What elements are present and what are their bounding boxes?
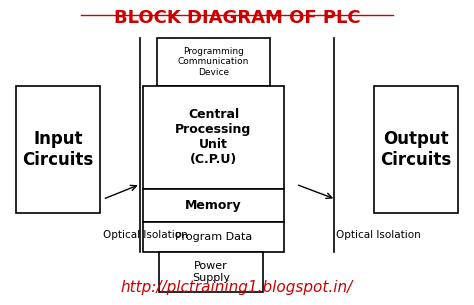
Text: BLOCK DIAGRAM OF PLC: BLOCK DIAGRAM OF PLC bbox=[114, 9, 360, 27]
FancyBboxPatch shape bbox=[159, 252, 263, 292]
Text: Optical Isolation: Optical Isolation bbox=[103, 230, 187, 239]
Text: Memory: Memory bbox=[185, 199, 242, 212]
Text: http://plctraining1.blogspot.in/: http://plctraining1.blogspot.in/ bbox=[121, 280, 353, 295]
Text: Input
Circuits: Input Circuits bbox=[22, 130, 93, 169]
FancyBboxPatch shape bbox=[157, 38, 270, 86]
Text: Optical Isolation: Optical Isolation bbox=[336, 230, 421, 239]
FancyBboxPatch shape bbox=[143, 86, 284, 189]
Text: Program Data: Program Data bbox=[175, 232, 252, 242]
FancyBboxPatch shape bbox=[374, 86, 458, 213]
Text: Output
Circuits: Output Circuits bbox=[381, 130, 452, 169]
Text: Programming
Communication
Device: Programming Communication Device bbox=[178, 47, 249, 77]
Text: Power
Supply: Power Supply bbox=[192, 261, 230, 283]
FancyBboxPatch shape bbox=[143, 189, 284, 222]
Text: Central
Processing
Unit
(C.P.U): Central Processing Unit (C.P.U) bbox=[175, 108, 252, 167]
FancyBboxPatch shape bbox=[143, 222, 284, 252]
FancyBboxPatch shape bbox=[16, 86, 100, 213]
